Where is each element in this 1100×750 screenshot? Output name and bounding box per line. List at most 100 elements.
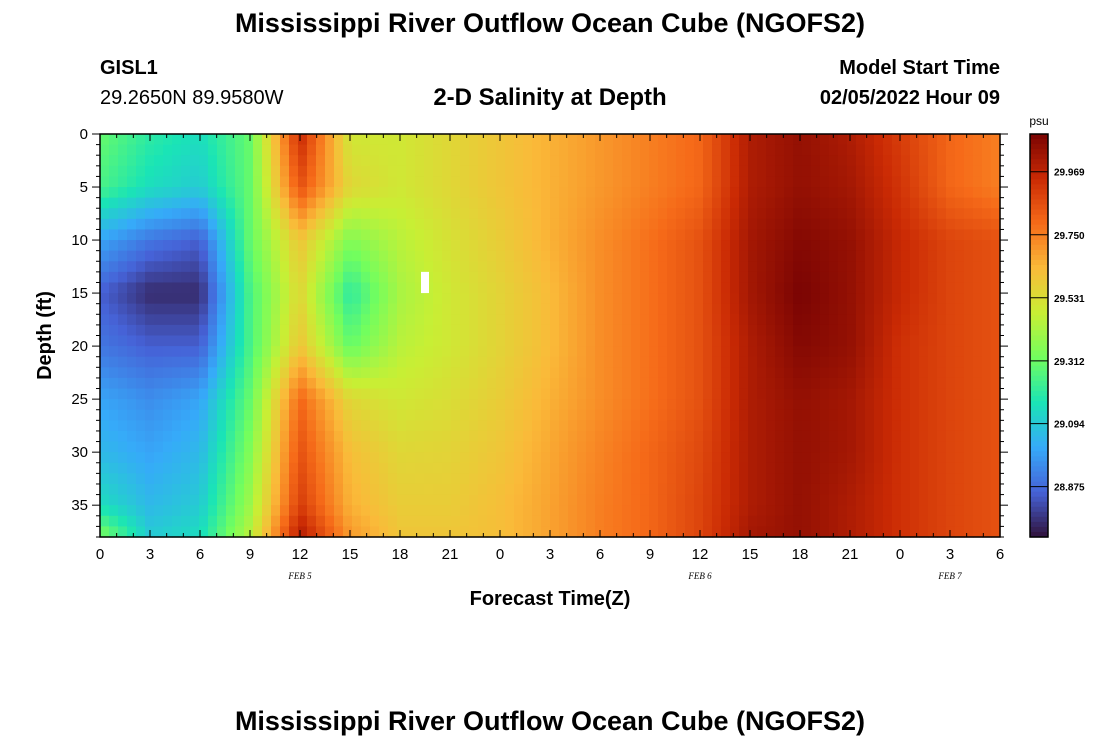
heatmap-cell [775, 505, 785, 517]
heatmap-cell [640, 399, 650, 411]
heatmap-cell [118, 240, 128, 252]
heatmap-cell [613, 197, 623, 209]
heatmap-cell [226, 176, 236, 188]
heatmap-cell [100, 473, 110, 485]
heatmap-cell [100, 430, 110, 443]
heatmap-cell [253, 229, 263, 241]
heatmap-cell [415, 250, 425, 262]
heatmap-cell [298, 399, 308, 411]
heatmap-cell [568, 176, 578, 188]
colorbar-segment [1030, 461, 1048, 468]
heatmap-cell [361, 430, 371, 443]
heatmap-cell [766, 197, 776, 209]
colorbar-segment [1030, 325, 1048, 332]
heatmap-cell [343, 218, 353, 231]
heatmap-cell [523, 293, 533, 305]
heatmap-cell [865, 144, 875, 156]
heatmap-cell [316, 271, 326, 284]
heatmap-cell [172, 261, 182, 273]
heatmap-cell [451, 303, 461, 315]
heatmap-cell [856, 187, 866, 199]
heatmap-cell [883, 218, 893, 231]
heatmap-cell [757, 356, 767, 368]
heatmap-cell [325, 399, 335, 411]
heatmap-cell [298, 165, 308, 178]
heatmap-cell [514, 218, 524, 231]
colorbar-segment [1030, 189, 1048, 196]
heatmap-cell [649, 208, 659, 220]
heatmap-cell [154, 441, 164, 453]
heatmap-cell [892, 526, 902, 538]
heatmap-cell [694, 324, 704, 337]
heatmap-cell [478, 483, 488, 496]
heatmap-cell [595, 229, 605, 241]
heatmap-cell [928, 240, 938, 252]
heatmap-cell [370, 388, 380, 400]
heatmap-cell [460, 430, 470, 443]
heatmap-cell [379, 377, 389, 390]
heatmap-cell [955, 335, 965, 347]
heatmap-cell [280, 271, 290, 284]
heatmap-cell [892, 377, 902, 390]
heatmap-cell [802, 526, 812, 538]
heatmap-cell [316, 187, 326, 199]
heatmap-cell [703, 473, 713, 485]
heatmap-cell [406, 271, 416, 284]
heatmap-cell [928, 441, 938, 453]
heatmap-cell [325, 293, 335, 305]
heatmap-cell [586, 483, 596, 496]
heatmap-cell [892, 144, 902, 156]
heatmap-cell [649, 462, 659, 474]
heatmap-cell [352, 346, 362, 358]
heatmap-cell [496, 314, 506, 326]
heatmap-cell [640, 250, 650, 262]
heatmap-cell [883, 399, 893, 411]
heatmap-cell [190, 420, 200, 432]
heatmap-cell [721, 441, 731, 453]
heatmap-cell [316, 494, 326, 506]
heatmap-cell [334, 505, 344, 517]
heatmap-cell [892, 197, 902, 209]
colorbar-segment [1030, 154, 1048, 160]
heatmap-cell [658, 409, 668, 421]
heatmap-cell [460, 324, 470, 337]
heatmap-cell [208, 494, 218, 506]
heatmap-cell [775, 473, 785, 485]
heatmap-cell [163, 356, 173, 368]
heatmap-cell [604, 293, 614, 305]
heatmap-cell [424, 356, 434, 368]
heatmap-cell [676, 134, 686, 146]
heatmap-cell [496, 356, 506, 368]
heatmap-cell [289, 324, 299, 337]
heatmap-cell [829, 430, 839, 443]
heatmap-cell [568, 505, 578, 517]
heatmap-cell [406, 218, 416, 231]
heatmap-cell [208, 452, 218, 464]
heatmap-cell [712, 526, 722, 538]
heatmap-cell [469, 144, 479, 156]
heatmap-cell [676, 430, 686, 443]
heatmap-cell [721, 282, 731, 294]
heatmap-cell [973, 494, 983, 506]
heatmap-cell [298, 155, 308, 167]
heatmap-cell [208, 367, 218, 379]
heatmap-cell [325, 208, 335, 220]
heatmap-cell [208, 176, 218, 188]
heatmap-cell [712, 335, 722, 347]
heatmap-cell [712, 505, 722, 517]
heatmap-cell [676, 324, 686, 337]
heatmap-cell [406, 335, 416, 347]
heatmap-cell [937, 134, 947, 146]
colorbar-segment [1030, 214, 1048, 221]
heatmap-cell [523, 324, 533, 337]
heatmap-cell [487, 144, 497, 156]
heatmap-cell [217, 261, 227, 273]
heatmap-cell [559, 229, 569, 241]
heatmap-cell [811, 388, 821, 400]
heatmap-cell [145, 377, 155, 390]
heatmap-cell [919, 346, 929, 358]
heatmap-cell [595, 165, 605, 178]
heatmap-cell [163, 240, 173, 252]
heatmap-cell [793, 240, 803, 252]
heatmap-cell [406, 155, 416, 167]
